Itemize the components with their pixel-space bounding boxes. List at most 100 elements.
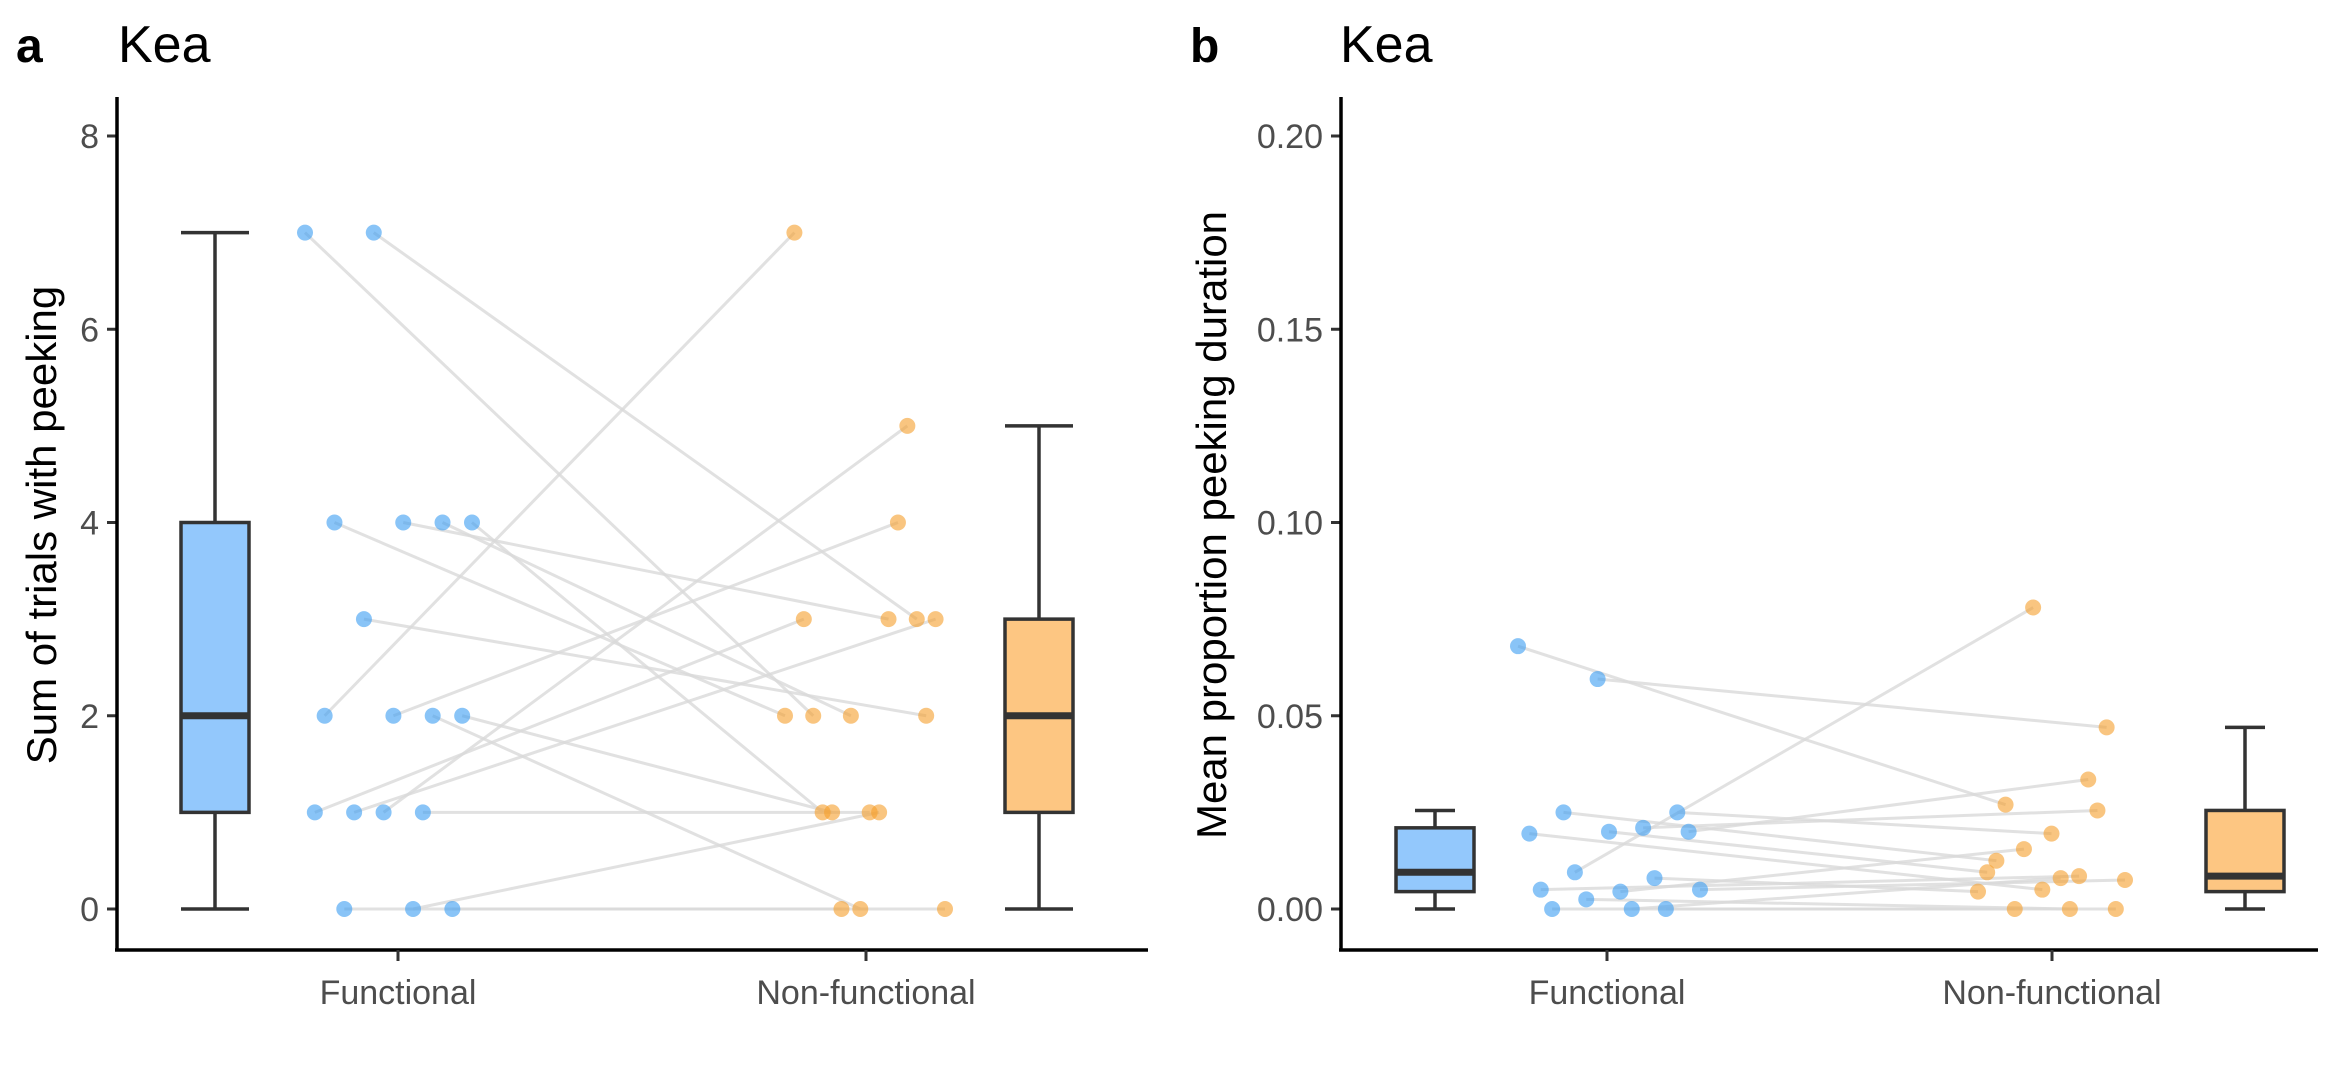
panel-a-box-functional [179, 520, 251, 815]
panel-a-point-functional [365, 224, 382, 241]
panel-a-pair-line [372, 231, 918, 621]
panel-b-y-tick-label: 0.15 [1257, 311, 1323, 349]
panel-b-point-functional [1612, 883, 1629, 900]
panel-b-pair-line [1608, 830, 1988, 874]
panel-a-title: Kea [118, 16, 211, 74]
panel-b-point-nonfunctional [2080, 771, 2097, 788]
panel-b-point-nonfunctional [2089, 802, 2106, 819]
panel-b-pair-line [1631, 876, 2061, 911]
panel-a-letter: a [16, 20, 43, 73]
panel-b-point-functional [1566, 864, 1583, 881]
panel-b-pair-line [1643, 808, 2098, 830]
panel-a-pair-line [363, 617, 927, 718]
panel-a-point-nonfunctional [777, 707, 793, 724]
panel-b-pair-line [1563, 810, 1997, 863]
panel-b-point-nonfunctional [2025, 599, 2042, 616]
panel-a-pair-line [353, 617, 937, 814]
panel-b-point-functional [1635, 819, 1652, 836]
panel-b-y-tick-label: 0.05 [1257, 698, 1323, 736]
panel-b-point-functional [1555, 804, 1572, 821]
panel-a-point-functional [395, 514, 412, 531]
panel-b-point-functional [1646, 870, 1663, 887]
panel-b-point-functional [1623, 901, 1640, 917]
panel-a-point-functional [424, 707, 441, 724]
panel-a-point-functional [375, 804, 392, 821]
panel-b-point-nonfunctional [1970, 883, 1986, 900]
panel-a-pair-line [402, 521, 889, 621]
panel-a-point-nonfunctional [937, 901, 953, 917]
panel-a-point-nonfunctional [842, 707, 859, 724]
panel-a-y-tick-label: 0 [80, 891, 99, 929]
panel-b-point-nonfunctional [2034, 881, 2051, 898]
panel-a-point-functional [306, 804, 323, 821]
panel-b-pair-line [1586, 897, 2070, 911]
panel-a-point-nonfunctional [833, 901, 850, 917]
panel-b-x-tick-label: Functional [1529, 974, 1686, 1012]
panel-a-point-functional [336, 901, 353, 917]
panel-b-pair-line [1688, 778, 2089, 834]
panel-a-point-functional [444, 901, 461, 917]
panel-a-point-nonfunctional [852, 901, 869, 917]
panel-a-pair-line [333, 521, 786, 718]
panel-b-y-axis-title: Mean proportion peeking duration [1188, 211, 1235, 839]
panel-b-point-nonfunctional [2043, 825, 2060, 842]
panel-b-plot-area: 0.00 0.05 0.10 0.15 0.20 Functional Non-functi… [1257, 97, 2318, 1012]
panel-a-point-functional [316, 707, 333, 724]
panel-a-point-functional [326, 514, 343, 531]
panel-b-letter: b [1190, 20, 1219, 73]
panel-a-point-functional [454, 707, 471, 724]
panel-b-y-tick-label: 0.00 [1257, 891, 1323, 929]
panel-b-pair-line [1517, 644, 2007, 807]
panel-b-pair-line [1574, 606, 2034, 874]
panel-b-point-nonfunctional [1979, 864, 1996, 881]
panel-b-point-nonfunctional [2006, 901, 2023, 917]
panel-b-point-functional [1692, 881, 1708, 898]
panel-b-point-nonfunctional [2098, 719, 2115, 736]
panel-a-pair-line [382, 424, 909, 814]
panel-a-pair-line [461, 714, 833, 814]
panel-b-pair-line [1677, 810, 2052, 836]
panel-a-point-functional [464, 514, 480, 531]
panel-a-point-functional [414, 804, 431, 821]
panel-a-point-nonfunctional [805, 707, 822, 724]
panel-b-pair-line [1620, 847, 2025, 894]
panel-b-point-nonfunctional [2052, 870, 2069, 887]
panel-a-point-nonfunctional [871, 804, 888, 821]
panel-a-y-tick-label: 4 [80, 505, 99, 543]
panel-b-point-nonfunctional [1988, 852, 2005, 869]
panel-a-point-functional [355, 611, 372, 628]
panel-a-plot-area: 0 2 4 6 8 Functional Non-functional [80, 97, 1148, 1012]
panel-a-point-functional [297, 224, 313, 241]
panel-b-box-functional [1394, 826, 1476, 894]
panel-b-point-nonfunctional [1997, 796, 2014, 813]
panel-a-point-nonfunctional [889, 514, 906, 531]
panel-b-point-functional [1544, 901, 1561, 917]
panel-a-point-functional [346, 804, 363, 821]
panel-b-point-nonfunctional [2071, 868, 2088, 885]
panel-b-point-nonfunctional [2117, 872, 2133, 889]
panel-a-point-nonfunctional [899, 417, 916, 434]
panel-a-point-nonfunctional [927, 611, 944, 628]
panel-a-point-nonfunctional [795, 611, 812, 628]
panel-b-point-functional [1521, 825, 1538, 842]
panel-a-point-nonfunctional [824, 804, 841, 821]
panel-b-point-functional [1589, 671, 1606, 688]
panel-a-y-tick-label: 2 [80, 698, 99, 736]
panel-a-x-tick-label: Functional [320, 974, 477, 1012]
panel-b-point-nonfunctional [2061, 901, 2078, 917]
panel-b-pair-line [1529, 832, 2043, 892]
panel-b-point-functional [1669, 804, 1686, 821]
panel-a-point-nonfunctional [918, 707, 935, 724]
panel-b-mean-proportion: b Kea Mean proportion peeking duration 0… [1188, 16, 2318, 1012]
panel-a-pair-line [323, 231, 796, 717]
panel-b-point-functional [1680, 823, 1697, 840]
panel-a-x-tick-label: Non-functional [756, 974, 975, 1012]
panel-a-point-nonfunctional [786, 224, 803, 241]
panel-b-point-functional [1657, 901, 1674, 917]
panel-b-x-tick-label: Non-functional [1942, 974, 2161, 1012]
panel-a-point-functional [385, 707, 402, 724]
panel-b-title: Kea [1340, 16, 1433, 74]
panel-a-point-functional [405, 901, 422, 917]
panel-a-pair-line [412, 810, 880, 911]
